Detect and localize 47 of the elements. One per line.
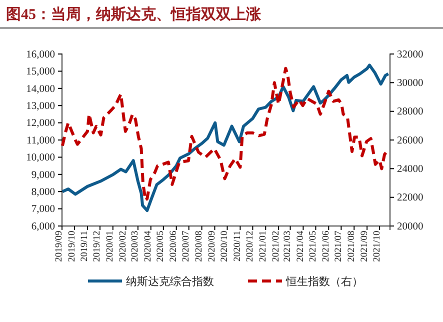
y-tick-label: 7,000: [31, 204, 55, 216]
y2-tick-label: 30000: [397, 78, 424, 90]
x-tick-label: 2021/01: [258, 230, 268, 262]
legend-label: 恒生指数（右）: [285, 275, 363, 288]
x-tick-label: 2020/09: [207, 230, 218, 262]
x-tick-label: 2020/03: [130, 230, 141, 262]
x-tick-label: 2020/07: [182, 230, 192, 262]
x-tick-label: 2021/06: [321, 230, 332, 262]
x-tick-label: 2020/05: [156, 230, 166, 262]
x-tick-label: 2019/12: [92, 230, 103, 262]
y-tick-label: 9,000: [31, 170, 55, 181]
y2-tick-label: 22000: [397, 192, 424, 204]
x-tick-label: 2020/02: [118, 230, 129, 262]
legend-label: 纳斯达克综合指数: [126, 275, 214, 288]
x-tick-label: 2021/10: [372, 230, 382, 262]
y-tick-label: 14,000: [26, 84, 55, 95]
y-tick-label: 15,000: [26, 66, 55, 78]
y2-tick-label: 20000: [397, 221, 424, 232]
y-tick-label: 13,000: [26, 100, 55, 112]
y-tick-label: 10,000: [26, 152, 55, 164]
y2-tick-label: 24000: [397, 164, 424, 176]
x-tick-label: 2020/04: [144, 230, 154, 262]
x-tick-label: 2020/11: [232, 230, 243, 262]
x-tick-label: 2020/06: [169, 230, 180, 262]
y-tick-label: 12,000: [26, 118, 55, 130]
x-tick-label: 2021/05: [308, 230, 318, 262]
y-tick-label: 8,000: [31, 186, 55, 198]
x-tick-label: 2020/12: [245, 230, 256, 262]
y-tick-label: 11,000: [26, 135, 55, 146]
y-tick-label: 16,000: [26, 49, 55, 60]
x-tick-label: 2019/09: [54, 230, 65, 262]
x-tick-label: 2019/11: [80, 230, 90, 262]
y-tick-label: 6,000: [31, 221, 55, 232]
x-tick-label: 2020/08: [194, 230, 205, 262]
x-tick-label: 2021/03: [282, 230, 293, 262]
x-tick-label: 2020/10: [220, 230, 230, 262]
x-tick-label: 2021/04: [296, 230, 306, 262]
x-tick-label: 2021/09: [360, 230, 370, 262]
x-tick-label: 2019/10: [67, 230, 78, 262]
y2-tick-label: 32000: [397, 49, 424, 60]
chart-title: 图45：当周，纳斯达克、恒指双双上涨: [6, 6, 262, 23]
x-tick-label: 2020/01: [106, 230, 116, 262]
y2-tick-label: 26000: [397, 135, 424, 146]
x-tick-label: 2021/08: [346, 230, 357, 262]
x-tick-label: 2021/07: [334, 230, 344, 262]
x-tick-label: 2021/02: [271, 230, 282, 262]
y2-tick-label: 28000: [397, 106, 424, 118]
